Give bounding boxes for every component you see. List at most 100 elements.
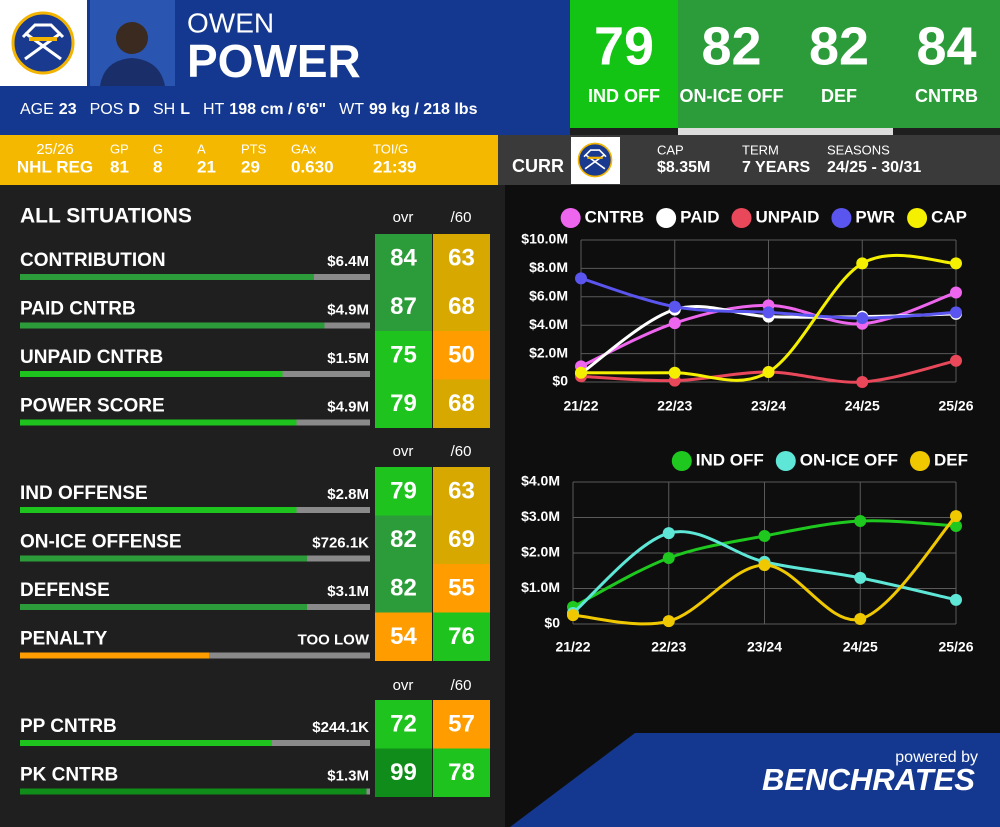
bar [20,419,297,426]
stat-label: G [153,141,163,156]
score-cell [375,700,432,749]
data-point [854,613,867,626]
score-cell [375,331,432,380]
legend-label: CAP [931,207,967,226]
score-cell [375,612,432,661]
score-value: 63 [448,244,475,271]
score-value: 68 [448,293,475,320]
season-band [0,135,498,185]
column-head: /60 [451,443,472,460]
rating-strip [678,128,893,135]
score-value: 79 [390,390,417,417]
x-tick-label: 22/23 [651,639,686,655]
score-value: 75 [390,341,417,368]
rating-value: 84 [916,16,976,76]
legend-swatch [731,208,752,228]
row-value: $4.9M [327,398,369,415]
x-tick-label: 23/24 [747,639,782,655]
row-value: $726.1K [312,534,369,551]
bio-value: 23 [59,101,77,118]
stat-label: GAx [291,141,317,156]
score-value: 69 [448,526,475,553]
data-point [668,317,681,330]
legend-label: PWR [855,207,895,226]
x-tick-label: 24/25 [843,639,878,655]
score-cell [433,331,490,380]
rating-box [570,0,678,128]
first-name: OWEN [187,7,274,38]
score-cell [375,282,432,331]
row-name: POWER SCORE [20,396,165,417]
row-name: PP CNTRB [20,716,117,737]
data-point [950,510,962,523]
score-value: 99 [390,759,417,786]
data-point [950,286,962,299]
score-cell [375,467,432,516]
row-value: $1.5M [327,350,369,367]
bar [20,740,272,746]
score-cell [375,564,432,613]
score-value: 82 [390,574,417,601]
row-value: $3.1M [327,583,369,600]
contract-item-label: TERM [742,142,779,157]
row-name: PENALTY [20,629,108,650]
data-point [567,609,579,622]
bar [20,788,367,795]
score-value: 54 [390,623,417,650]
legend-label: ON-ICE OFF [800,450,898,469]
contract-item-label: SEASONS [827,142,890,157]
photo-body [100,58,165,86]
legend-label: PAID [680,207,719,226]
rating-label: DEF [821,86,857,106]
y-tick-label: $4.0M [529,316,568,332]
rating-value: 82 [701,16,761,76]
row-name: DEFENSE [20,580,110,601]
legend-swatch [831,208,852,228]
stat-label: PTS [241,141,267,156]
data-point [575,272,587,285]
score-value: 82 [390,526,417,553]
score-cell [375,234,432,283]
data-point [668,300,681,313]
contract-logo [577,142,613,178]
data-point [950,354,962,367]
bar [20,371,283,377]
score-value: 72 [390,710,417,737]
data-point [575,366,587,379]
data-point [762,306,775,319]
row-value: $244.1K [312,719,369,736]
y-tick-label: $0 [544,615,560,631]
rating-value: 79 [594,16,654,76]
score-cell [375,515,432,564]
legend-label: CNTRB [585,207,645,226]
season: 25/26 [36,141,74,158]
row-value: $6.4M [327,253,369,270]
score-cell [375,748,432,797]
y-tick-label: $4.0M [521,473,560,489]
data-point [854,515,867,528]
legend-swatch [671,451,692,471]
data-point [854,571,867,584]
contract-item-value: 24/25 - 30/31 [827,159,921,176]
data-point [856,312,869,325]
data-point [856,376,869,388]
score-value: 55 [448,574,475,601]
score-cell [433,282,490,331]
bio-value: 99 kg / 218 lbs [369,101,478,118]
rating-box [678,0,785,128]
legend-swatch [560,208,581,228]
rating-label: IND OFF [588,86,660,106]
row-value: $4.9M [327,301,369,318]
contract-item-value: 7 YEARS [742,159,811,176]
legend-label: UNPAID [756,207,820,226]
row-value: TOO LOW [298,631,370,648]
rating-box [893,0,1000,128]
row-value: $2.8M [327,486,369,503]
bar [20,652,209,659]
column-head: ovr [393,443,414,460]
footer-band [510,733,1000,827]
score-cell [433,234,490,283]
score-value: 50 [448,341,475,368]
score-value: 84 [390,244,417,271]
